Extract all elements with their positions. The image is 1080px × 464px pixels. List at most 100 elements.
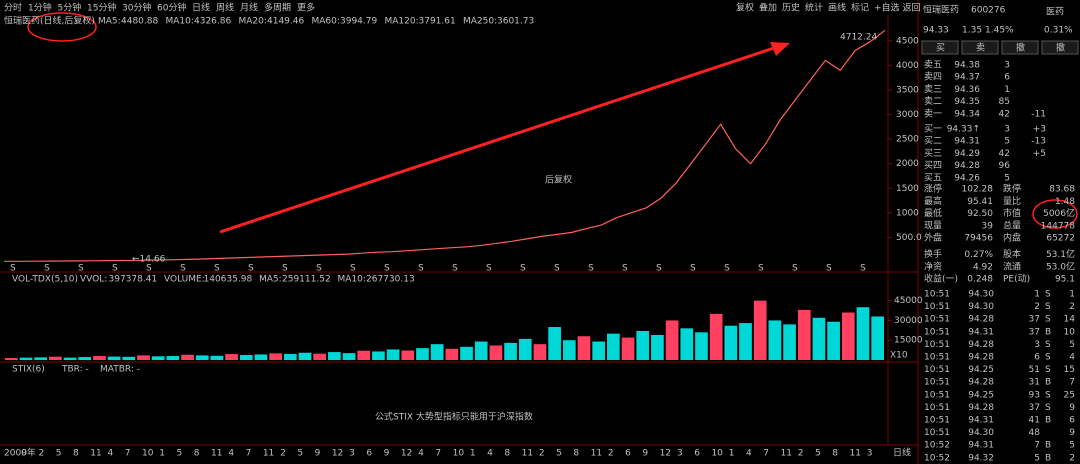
x-tick-label: 11	[263, 449, 274, 459]
sector: 医药	[1046, 7, 1064, 18]
period-tab[interactable]: 周线	[216, 2, 234, 14]
stat-value: 39	[982, 221, 994, 231]
tick-price: 94.30	[968, 290, 994, 300]
tick-side: B	[1045, 441, 1051, 451]
y-tick-label: 4500	[896, 36, 919, 46]
tick-count: 9	[1069, 428, 1075, 438]
volume-bar	[562, 340, 576, 360]
tool-button[interactable]: 返回	[903, 2, 921, 14]
stat-label: 涨停	[924, 183, 942, 195]
volume-bar	[871, 316, 884, 360]
tick-side: B	[1045, 327, 1051, 337]
indicator-label: MA60:	[312, 17, 340, 27]
indicator-label: MA250:	[463, 17, 497, 27]
stat-value: 144778	[1041, 221, 1076, 231]
period-tab[interactable]: 月线	[240, 2, 258, 14]
tool-button[interactable]: 复权	[736, 2, 754, 14]
tick-count: 2	[1069, 302, 1075, 312]
x-tick-label: 4	[746, 449, 752, 459]
event-marker: S	[860, 264, 866, 274]
trade-button-label[interactable]: 买	[936, 43, 945, 54]
period-tab[interactable]: 30分钟	[122, 2, 151, 14]
tool-button[interactable]: 画线	[828, 2, 846, 14]
x-tick-label: 2	[280, 449, 286, 459]
stat-label: 总量	[1003, 219, 1021, 231]
tool-button[interactable]: 历史	[782, 2, 800, 14]
tick-count: 15	[1064, 365, 1075, 375]
volume-bar	[5, 358, 18, 360]
x-tick-label: 12	[660, 449, 671, 459]
y-tick-label: 15000	[894, 336, 923, 346]
tick-side: S	[1045, 290, 1051, 300]
volume-bar	[709, 313, 723, 360]
y-tick-label: 45000	[894, 296, 923, 306]
tick-time: 10:52	[924, 453, 950, 463]
event-marker: S	[214, 264, 220, 274]
period-tab[interactable]: 日线	[192, 2, 210, 14]
x-tick-label: 8	[504, 449, 510, 459]
tick-side: B	[1045, 416, 1051, 426]
indicator-value: 259111.52	[282, 275, 331, 285]
tick-price: 94.28	[968, 353, 994, 363]
trade-button-label[interactable]: 卖	[976, 43, 985, 54]
book-price: 94.34	[954, 109, 980, 119]
trade-button-label[interactable]: 撤	[1056, 42, 1065, 54]
tick-price: 94.30	[968, 428, 994, 438]
stat-value: 83.68	[1049, 185, 1075, 195]
period-tab[interactable]: 5分钟	[58, 2, 82, 14]
tool-button[interactable]: +自选	[874, 2, 900, 14]
trade-button[interactable]	[961, 40, 999, 55]
period-tab[interactable]: 60分钟	[157, 2, 186, 14]
tick-volume: 31	[1029, 378, 1040, 388]
tick-time: 10:51	[924, 340, 950, 350]
x-tick-label: 11	[780, 449, 791, 459]
period-tab[interactable]: 多周期	[264, 2, 291, 14]
trade-button[interactable]	[921, 40, 959, 55]
y-tick-label: 500.0	[896, 233, 922, 243]
bottom-tab[interactable]: 日线	[893, 447, 911, 459]
y-tick-label: 1000	[896, 208, 919, 218]
x-tick-label: 1	[729, 449, 735, 459]
period-tab[interactable]: 15分钟	[87, 2, 116, 14]
volume-bar	[416, 348, 429, 360]
x-tick-label: 5	[297, 449, 303, 459]
tick-time: 10:52	[924, 441, 950, 451]
x-tick-label: 4	[418, 449, 424, 459]
tick-price: 94.31	[968, 327, 994, 337]
tick-volume: 5	[1034, 453, 1040, 463]
stat-label: 跌停	[1003, 183, 1021, 195]
event-marker: S	[554, 264, 560, 274]
event-marker: S	[248, 264, 254, 274]
tool-button[interactable]: 统计	[805, 2, 823, 14]
period-tab[interactable]: 1分钟	[28, 2, 52, 14]
book-level: 卖三	[924, 84, 942, 95]
event-marker: S	[520, 264, 526, 274]
trade-button[interactable]	[1041, 40, 1079, 55]
volume-bar	[665, 320, 679, 360]
volume-bar	[489, 345, 503, 360]
stat-label: 内盘	[1003, 232, 1021, 244]
x-tick-label: 12	[401, 449, 412, 459]
tick-volume: 37	[1029, 327, 1040, 337]
period-tab[interactable]: 更多	[297, 2, 315, 14]
volume-bar	[797, 309, 811, 360]
tick-price: 94.25	[968, 365, 994, 375]
tool-button[interactable]: 标记	[851, 2, 869, 14]
tick-side: S	[1045, 365, 1051, 375]
x-tick-label: 2	[608, 449, 614, 459]
tick-volume: 3	[1034, 340, 1040, 350]
tool-button[interactable]: 叠加	[759, 3, 777, 14]
tick-price: 94.30	[968, 302, 994, 312]
tick-count: 10	[1064, 327, 1076, 337]
volume-bar	[695, 332, 708, 360]
period-tab[interactable]: 分时	[4, 2, 22, 14]
x-tick-label: 10	[453, 449, 465, 459]
stat-value: 0.248	[967, 275, 993, 285]
trade-button[interactable]	[1001, 40, 1039, 55]
y-tick-label: 3000	[896, 110, 919, 120]
trade-button-label[interactable]: 撤	[1016, 42, 1025, 54]
tick-price: 94.28	[968, 315, 994, 325]
indicator-label: MA10:	[338, 275, 366, 285]
x-tick-label: 6	[694, 449, 700, 459]
tick-side: S	[1045, 403, 1051, 413]
